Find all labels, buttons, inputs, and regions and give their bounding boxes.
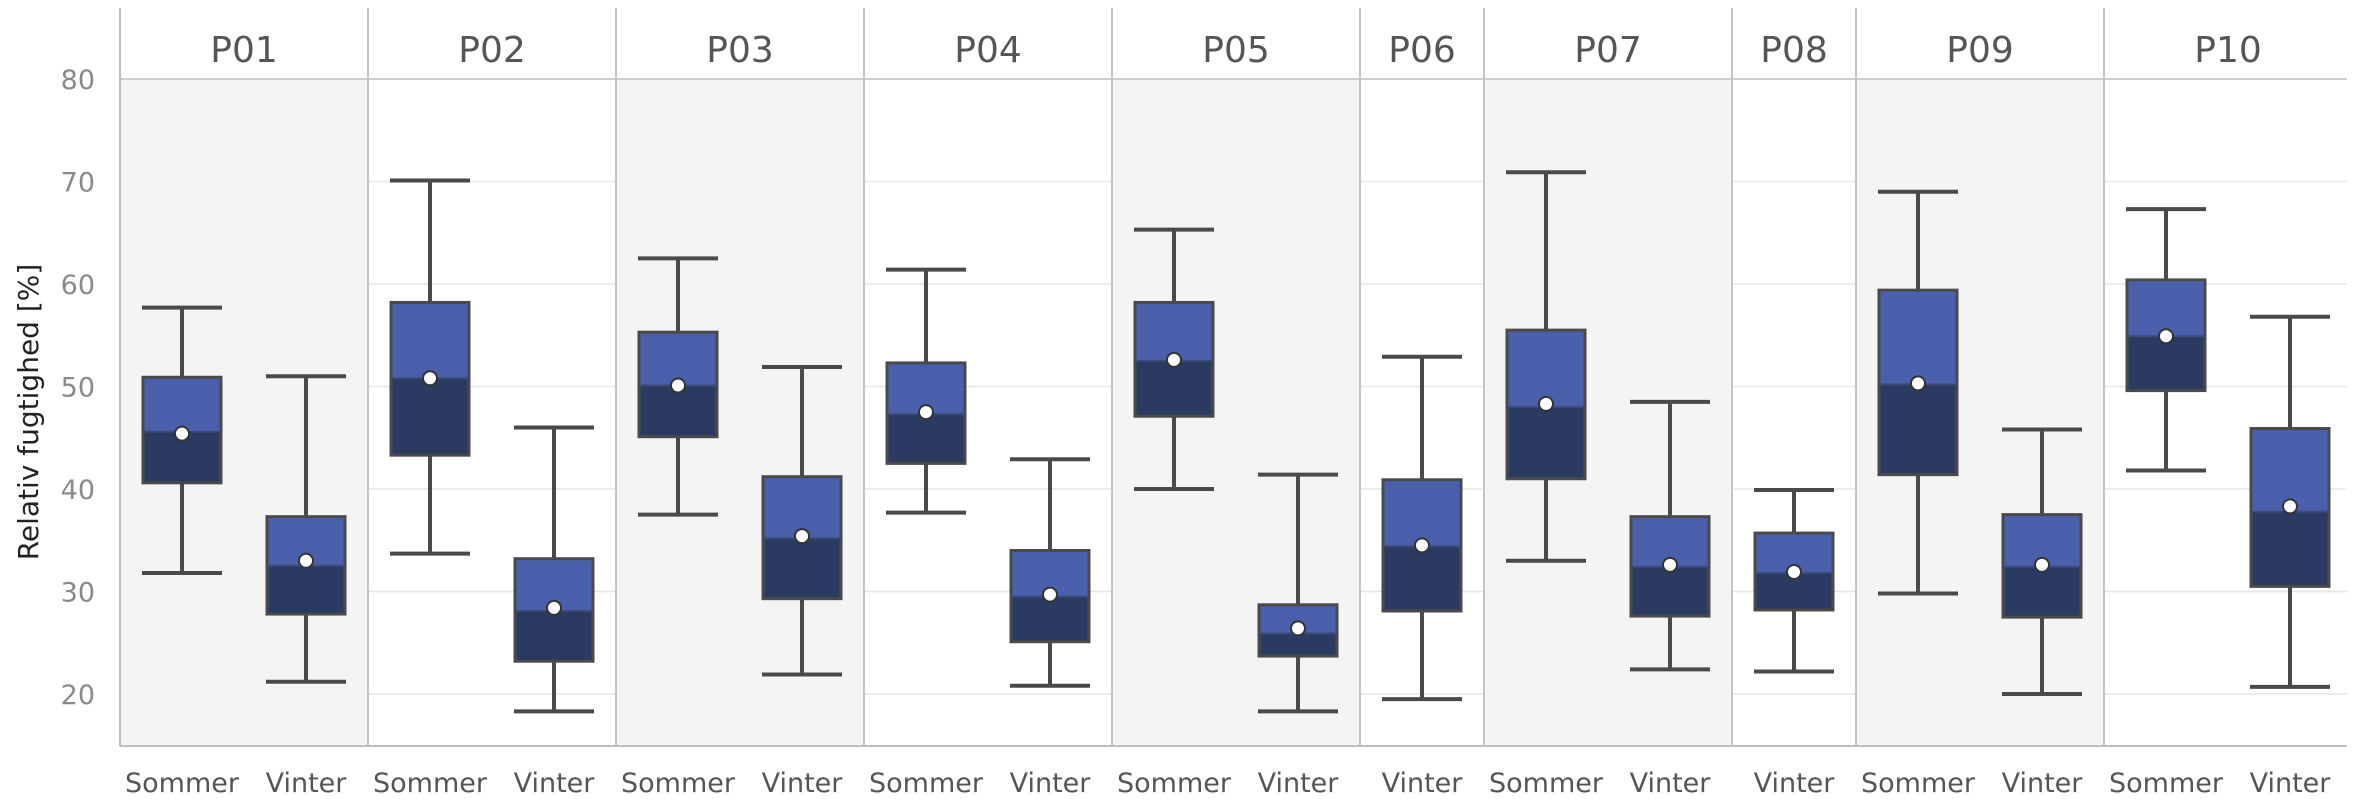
box-upper [763, 476, 841, 539]
mean-marker [2034, 556, 2050, 573]
box-lower [1383, 546, 1461, 611]
y-tick-label: 30 [61, 578, 95, 609]
mean-marker [546, 599, 562, 616]
panel-title: P03 [706, 30, 774, 71]
box-outline [2001, 513, 2083, 619]
x-tick-label: Sommer [1117, 768, 1232, 799]
mean-marker [1042, 586, 1058, 603]
box-outline [1133, 300, 1215, 418]
box-upper [639, 332, 717, 386]
box-upper [1135, 302, 1213, 361]
box-lower [515, 610, 593, 662]
box-outline [1505, 328, 1587, 481]
y-tick-label: 70 [61, 168, 95, 199]
x-tick-label: Vinter [2002, 768, 2084, 799]
box-lower [1259, 633, 1337, 657]
box-outline [2125, 278, 2207, 393]
box-lower [1135, 360, 1213, 417]
mean-marker [918, 404, 934, 421]
mean-marker [670, 377, 686, 394]
y-tick-label: 20 [61, 680, 95, 711]
x-tick-label: Sommer [2109, 768, 2224, 799]
mean-marker [2282, 498, 2298, 515]
panel-title: P09 [1946, 30, 2014, 71]
panel-title: P02 [458, 30, 526, 71]
box-outline [1877, 288, 1959, 477]
panel-title: P10 [2194, 30, 2262, 71]
box-outline [141, 375, 223, 485]
box-lower [2251, 511, 2329, 587]
x-tick-label: Sommer [621, 768, 736, 799]
x-tick-label: Vinter [514, 768, 596, 799]
box-outline [637, 330, 719, 439]
panel-title: P08 [1760, 30, 1828, 71]
x-tick-label: Sommer [1861, 768, 1976, 799]
y-tick-label: 40 [61, 475, 95, 506]
y-tick-label: 60 [61, 270, 95, 301]
box-lower [887, 414, 965, 464]
box-outline [1381, 478, 1463, 613]
x-tick-label: Vinter [1754, 768, 1836, 799]
y-tick-label: 50 [61, 373, 95, 404]
box-upper [2127, 279, 2205, 337]
box-lower [1631, 566, 1709, 617]
panel-title: P05 [1202, 30, 1270, 71]
box-lower [639, 385, 717, 437]
mean-marker [1166, 351, 1182, 368]
box-lower [391, 378, 469, 456]
x-tick-label: Sommer [125, 768, 240, 799]
y-axis-label: Relativ fugtighed [%] [12, 264, 45, 561]
box-outline [885, 361, 967, 465]
panel-title: P04 [954, 30, 1022, 71]
x-tick-label: Vinter [762, 768, 844, 799]
box-upper [391, 302, 469, 379]
box-lower [267, 565, 345, 615]
box-outline [513, 557, 595, 663]
x-tick-label: Vinter [1258, 768, 1340, 799]
box-upper [1383, 479, 1461, 547]
box-lower [1011, 596, 1089, 642]
box-outline [1753, 531, 1835, 612]
box-lower [1879, 384, 1957, 475]
mean-marker [2158, 328, 2174, 345]
box-upper [143, 377, 221, 432]
mean-marker [1414, 537, 1430, 554]
box-lower [2127, 336, 2205, 391]
panel-title: P07 [1574, 30, 1642, 71]
box-upper [1879, 290, 1957, 385]
box-lower [2003, 566, 2081, 618]
box-upper [1507, 330, 1585, 407]
x-tick-label: Vinter [1382, 768, 1464, 799]
x-tick-label: Sommer [1489, 768, 1604, 799]
mean-marker [298, 552, 314, 569]
mean-marker [794, 528, 810, 545]
mean-marker [1786, 564, 1802, 581]
mean-marker [1538, 395, 1554, 412]
x-tick-label: Sommer [373, 768, 488, 799]
mean-marker [1910, 375, 1926, 392]
y-tick-label: 80 [61, 65, 95, 96]
box-outline [1257, 603, 1339, 658]
x-tick-label: Vinter [266, 768, 348, 799]
mean-marker [422, 370, 438, 387]
x-tick-label: Vinter [1630, 768, 1712, 799]
box-lower [1507, 407, 1585, 479]
x-tick-label: Sommer [869, 768, 984, 799]
box-lower [763, 538, 841, 599]
x-tick-label: Vinter [1010, 768, 1092, 799]
mean-marker [174, 425, 190, 442]
mean-marker [1662, 556, 1678, 573]
panel-title: P01 [210, 30, 278, 71]
box-upper [2251, 428, 2329, 512]
panel-title: P06 [1388, 30, 1456, 71]
box-outline [2249, 427, 2331, 588]
mean-marker [1290, 620, 1306, 637]
x-tick-label: Vinter [2250, 768, 2332, 799]
